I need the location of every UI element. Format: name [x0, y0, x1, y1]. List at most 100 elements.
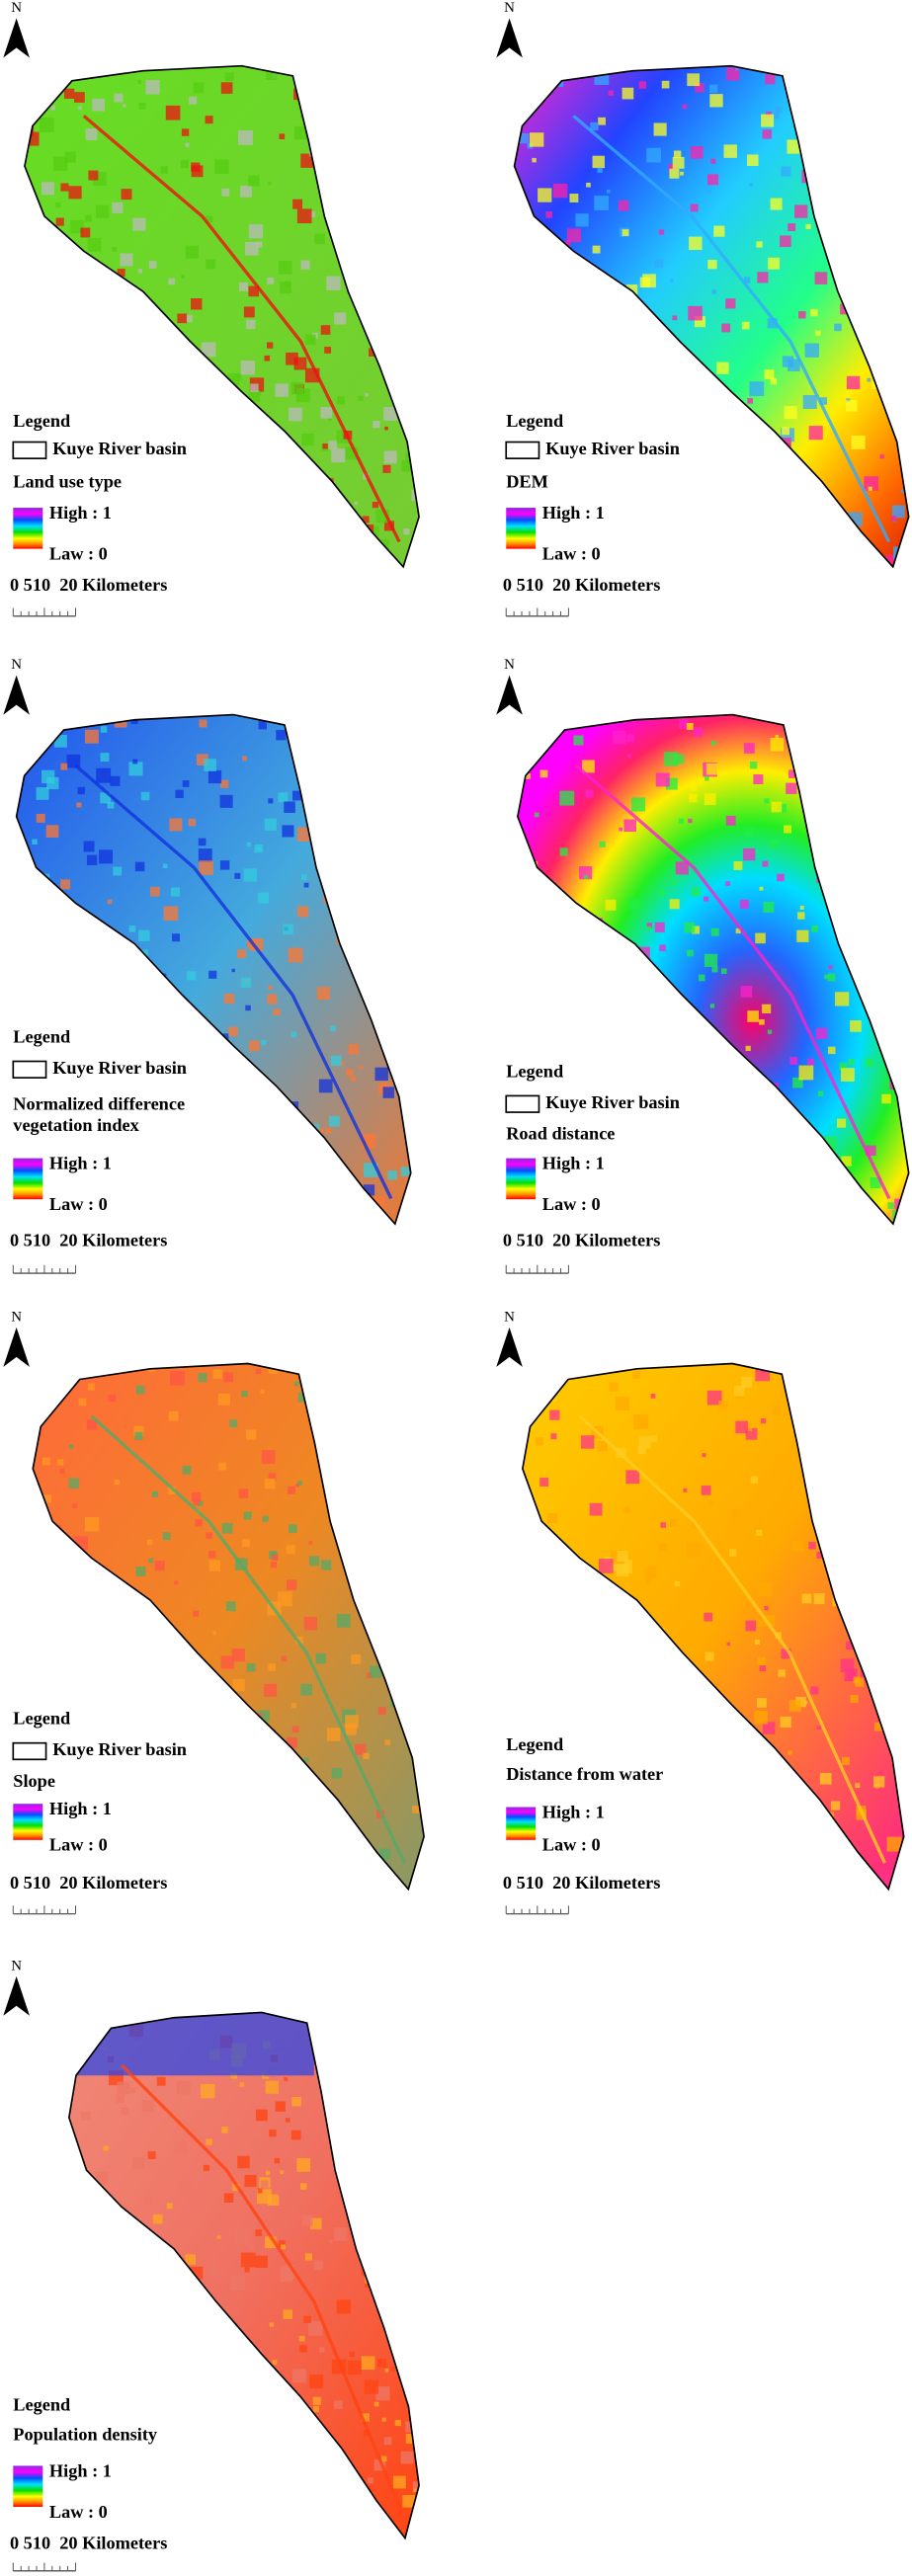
raster-cell — [132, 217, 146, 231]
raster-cell — [223, 1372, 234, 1383]
raster-cell — [903, 370, 909, 383]
raster-cell — [236, 2445, 248, 2455]
raster-cell — [566, 228, 581, 243]
raster-cell — [104, 284, 110, 290]
raster-cell — [267, 342, 274, 349]
raster-cell — [697, 1683, 706, 1693]
raster-cell — [542, 1180, 547, 1185]
raster-cell — [229, 1419, 238, 1428]
raster-cell — [280, 2427, 292, 2440]
raster-cell — [219, 794, 233, 808]
raster-cell — [142, 337, 146, 342]
raster-cell — [400, 1167, 411, 1176]
high-label: High : 1 — [542, 1802, 605, 1821]
raster-cell — [332, 862, 345, 875]
raster-cell — [72, 1503, 78, 1508]
raster-cell — [845, 1641, 855, 1650]
raster-cell — [304, 2253, 312, 2261]
raster-cell — [822, 1374, 835, 1388]
raster-cell — [227, 373, 240, 386]
north-arrow — [3, 1975, 30, 2016]
raster-cell — [523, 1213, 534, 1224]
raster-cell — [286, 1736, 297, 1748]
raster-cell — [353, 1516, 364, 1527]
raster-cell — [855, 1783, 861, 1789]
basin-outline — [15, 713, 412, 1226]
raster-cell — [398, 729, 411, 745]
raster-cell — [784, 406, 797, 420]
raster-cell — [148, 1558, 154, 1564]
raster-cell — [348, 2187, 362, 2201]
raster-cell — [41, 1391, 55, 1406]
raster-cell — [788, 359, 800, 372]
raster-cell — [389, 320, 395, 326]
raster-cell — [538, 188, 552, 202]
raster-cell — [213, 1094, 219, 1100]
raster-cell — [201, 2083, 215, 2099]
raster-cell — [793, 528, 806, 542]
raster-cell — [198, 838, 207, 846]
raster-cell — [361, 880, 367, 886]
raster-cell — [314, 2453, 323, 2461]
raster-cell — [848, 1058, 855, 1066]
raster-cell — [316, 534, 331, 550]
raster-cell — [103, 2145, 109, 2151]
raster-cell — [616, 1146, 630, 1161]
raster-cell — [520, 97, 527, 104]
raster-cell — [362, 1485, 372, 1494]
raster-cell — [388, 1414, 396, 1422]
raster-cell — [224, 72, 234, 82]
raster-cell — [778, 1669, 786, 1677]
raster-cell — [879, 1770, 883, 1775]
raster-cell — [646, 923, 652, 928]
raster-cell — [883, 872, 897, 886]
raster-cell — [149, 886, 160, 897]
raster-cell — [168, 2300, 179, 2311]
raster-cell — [258, 721, 267, 730]
river — [74, 764, 393, 1200]
raster-cell — [189, 96, 198, 105]
raster-cell — [366, 860, 379, 873]
raster-cell — [620, 317, 624, 322]
raster-cell — [376, 1013, 390, 1027]
raster-cell — [290, 1031, 297, 1038]
raster-cell — [267, 2413, 281, 2426]
raster-cell — [342, 2173, 358, 2189]
raster-cell — [725, 1725, 732, 1731]
raster-cell — [382, 464, 391, 473]
raster-cell — [625, 979, 633, 987]
basin-outline — [32, 1362, 425, 1892]
raster-cell — [690, 146, 704, 159]
raster-cell — [886, 1836, 902, 1852]
raster-cell — [866, 1145, 876, 1157]
raster-cell — [771, 1406, 782, 1415]
raster-cell — [837, 277, 842, 282]
raster-cell — [735, 1420, 748, 1434]
raster-cell — [824, 974, 829, 980]
raster-cell — [595, 352, 604, 361]
raster-cell — [563, 358, 574, 368]
legend-title: Legend — [13, 1709, 70, 1729]
raster-cell — [267, 2389, 271, 2394]
raster-cell — [627, 898, 640, 911]
raster-cell — [611, 1845, 622, 1856]
raster-cell — [739, 899, 749, 909]
raster-cell — [592, 155, 605, 169]
raster-cell — [666, 520, 680, 533]
raster-cell — [268, 441, 273, 446]
raster-cell — [566, 291, 580, 305]
raster-cell — [696, 1755, 711, 1770]
raster-cell — [26, 68, 34, 76]
raster-cell — [573, 1648, 581, 1655]
raster-cell — [114, 2286, 124, 2295]
raster-cell — [255, 1835, 260, 1840]
basin-fill — [16, 714, 411, 1225]
raster-cell — [417, 1574, 425, 1584]
raster-cell — [798, 311, 806, 319]
north-label: N — [11, 1958, 22, 1973]
raster-cell — [205, 563, 211, 567]
raster-cell — [352, 894, 365, 907]
raster-cell — [845, 1489, 851, 1495]
raster-cell — [670, 1168, 676, 1174]
raster-cell — [290, 381, 303, 395]
